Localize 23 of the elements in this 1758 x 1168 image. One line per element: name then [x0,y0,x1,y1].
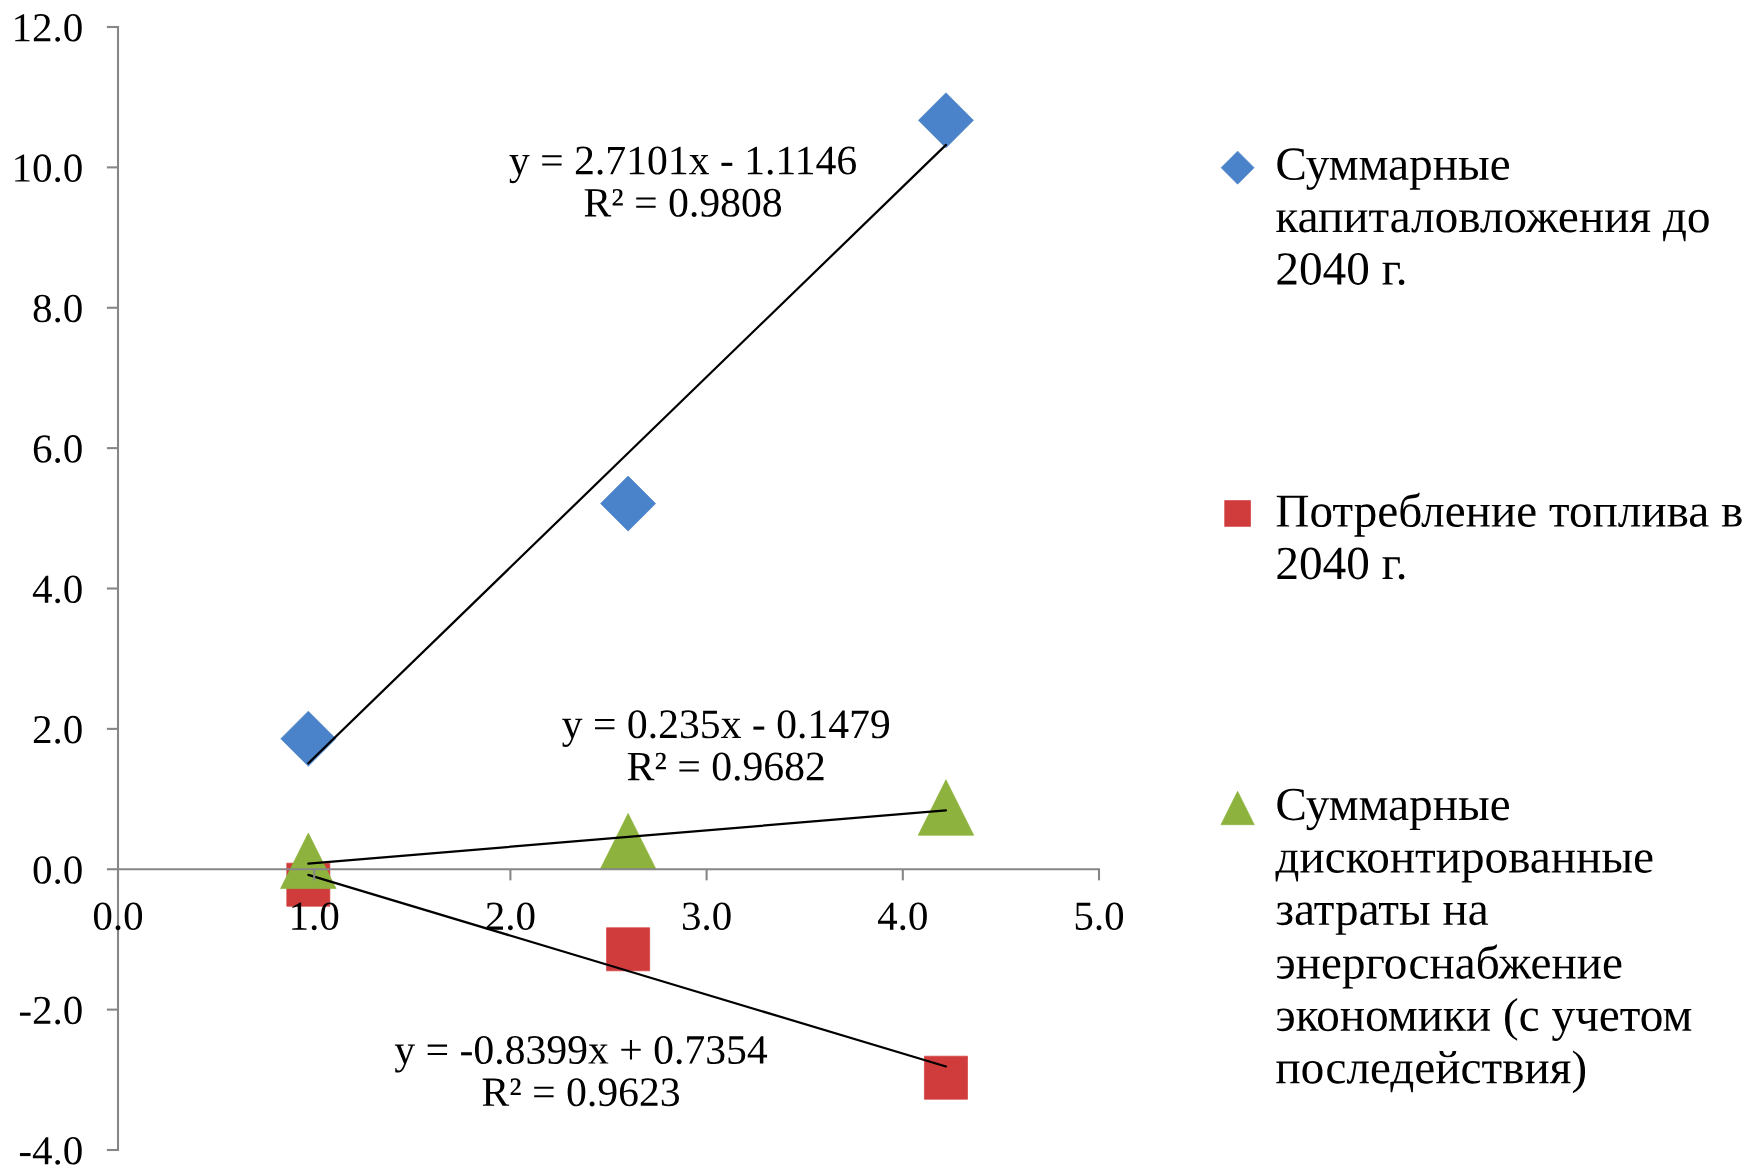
y-tick-label: 0.0 [33,856,82,885]
point [600,475,656,532]
x-tick-label: 2.0 [486,902,535,931]
annotation: y = -0.8399x + 0.7354 R² = 0.9623 [394,1035,768,1107]
y-tick-label: -4.0 [19,1136,82,1165]
x-tick-label: 3.0 [682,902,731,931]
y-tick-label: 12.0 [15,13,82,42]
y-tick-label: 4.0 [32,575,82,604]
legend-label: Суммарные дисконтированные затраты на энергоснабжение экономики (с учетом последействия) [1275,788,1692,1094]
x-tick-label: 5.0 [1075,902,1124,931]
annotation: y = 2.7101x - 1.1146 R² = 0.9808 [509,146,856,218]
x-tick-label: 4.0 [877,902,927,931]
y-tick-label: 6.0 [33,435,82,463]
point [918,92,974,149]
y-tick-label: -2.0 [19,996,82,1025]
legend-label: Потребление топлива в 2040 г. [1276,492,1742,580]
legend-label: Суммарные капиталовложения до 2040 г. [1276,148,1709,286]
x-tick-label: 1.0 [292,902,339,931]
y-tick-label: 10.0 [15,154,82,183]
annotation: y = 0.235x - 0.1479 R² = 0.9682 [562,710,890,781]
y-tick-label: 2.0 [33,715,82,744]
y-tick-label: 8.0 [33,294,82,323]
x-tick-label: 0.0 [93,902,143,931]
